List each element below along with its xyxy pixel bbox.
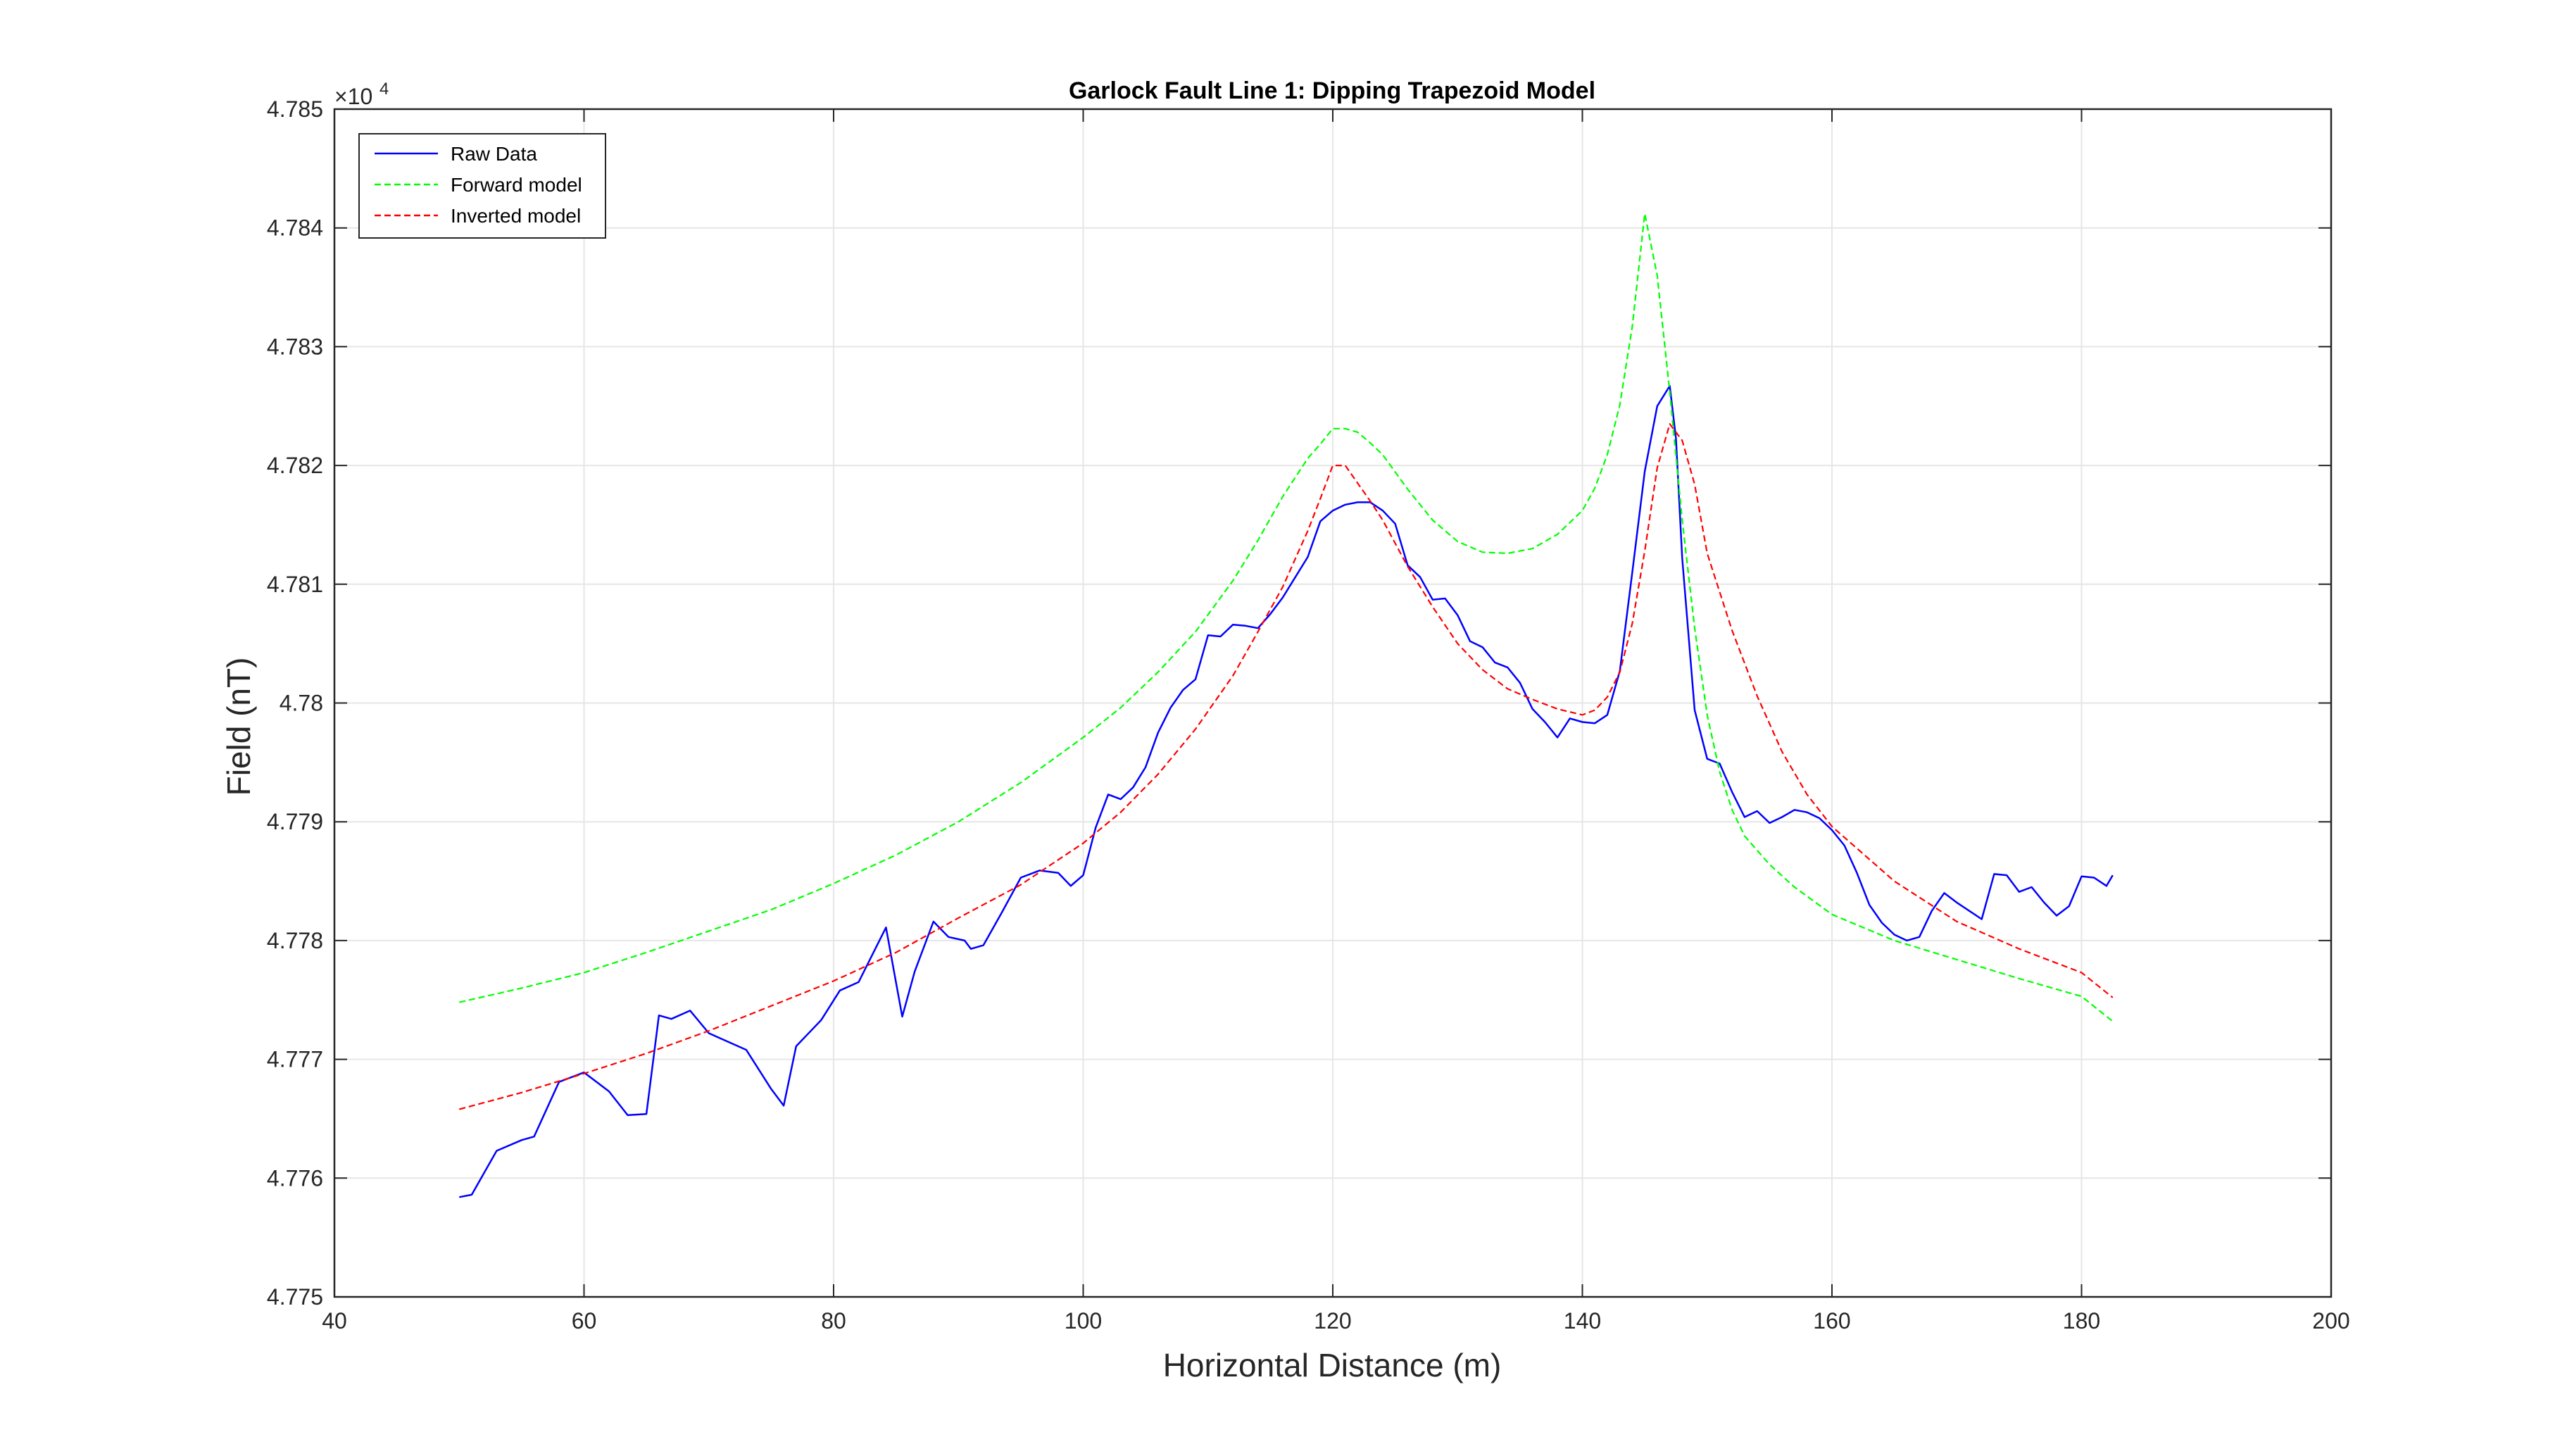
legend-box <box>358 133 606 239</box>
y-tick-label: 4.784 <box>267 215 323 241</box>
series-line-raw-data <box>459 384 2114 1198</box>
y-tick-label: 4.785 <box>267 96 323 122</box>
x-tick-label: 200 <box>2312 1308 2349 1333</box>
x-tick-label: 60 <box>572 1308 597 1333</box>
y-tick-label: 4.777 <box>267 1047 323 1072</box>
x-tick-label: 120 <box>1314 1308 1351 1333</box>
y-tick-label: 4.778 <box>267 928 323 953</box>
tick-labels: 40 60 80 100 120 140 160 180 200 4.775 4.776 4.777 4… <box>267 96 2350 1333</box>
exponent-power: 4 <box>379 80 389 99</box>
x-tick-label: 40 <box>322 1308 347 1333</box>
legend-label-forward-model: Forward model <box>451 174 582 196</box>
x-tick-label: 140 <box>1564 1308 1601 1333</box>
y-tick-label: 4.783 <box>267 334 323 359</box>
exponent-base: ×10 <box>334 84 372 109</box>
x-tick-label: 180 <box>2063 1308 2100 1333</box>
legend-label-inverted-model: Inverted model <box>451 205 581 227</box>
y-axis-label: Field (nT) <box>220 658 257 796</box>
axes-layer <box>333 108 2333 1298</box>
y-axis-exponent: ×10 4 <box>334 80 389 109</box>
y-tick-label: 4.775 <box>267 1284 323 1310</box>
x-axis-label: Horizontal Distance (m) <box>1163 1347 1502 1383</box>
x-tick-label: 100 <box>1065 1308 1102 1333</box>
legend-label-raw-data: Raw Data <box>451 143 537 165</box>
y-tick-label: 4.781 <box>267 572 323 597</box>
y-tick-label: 4.776 <box>267 1165 323 1191</box>
y-tick-label: 4.779 <box>267 809 323 834</box>
x-tick-label: 160 <box>1813 1308 1850 1333</box>
y-tick-label: 4.782 <box>267 453 323 478</box>
series-layer <box>459 213 2114 1198</box>
y-tick-label: 4.78 <box>280 691 323 716</box>
chart-title: Garlock Fault Line 1: Dipping Trapezoid … <box>1069 77 1595 104</box>
x-tick-label: 80 <box>821 1308 846 1333</box>
legend[interactable]: Raw Data Forward model Inverted model <box>358 133 606 239</box>
series-line-inverted-model <box>459 423 2114 1110</box>
series-line-forward-model <box>459 213 2114 1022</box>
